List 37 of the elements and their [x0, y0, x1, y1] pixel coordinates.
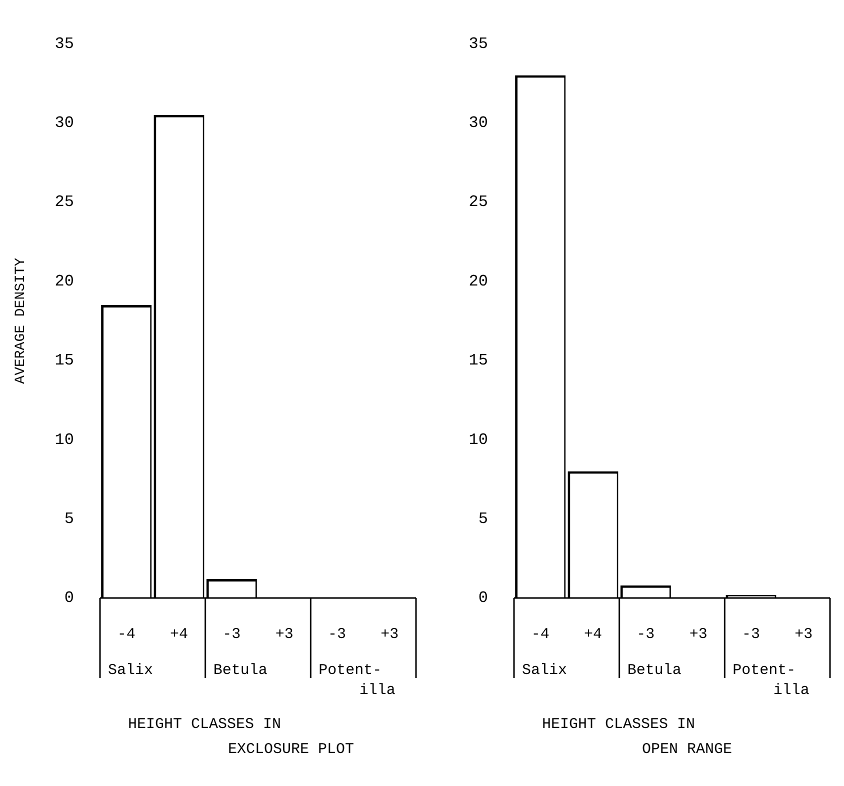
x-tick-label: -3	[222, 626, 241, 643]
x-axis-title: HEIGHT CLASSES IN OPEN RANGE	[542, 716, 734, 758]
x-tick-label: -4	[117, 626, 136, 643]
y-tick-label: 15	[54, 352, 74, 370]
y-tick-label: 35	[54, 34, 74, 53]
x-tick-label: +3	[794, 626, 813, 643]
x-tick-label: +3	[689, 626, 708, 643]
text: Potent- illa	[732, 662, 810, 699]
x-tick-label: -4	[531, 626, 550, 643]
y-tick-label: 20	[468, 272, 488, 290]
x-tick-label: -3	[742, 626, 760, 643]
y-tick-label: 30	[54, 114, 74, 132]
text: Salix	[522, 662, 568, 679]
text: Salix	[108, 662, 154, 679]
x-tick-label: +4	[170, 626, 188, 643]
y-tick-label: 35	[468, 34, 488, 53]
y-tick-label: 10	[54, 430, 74, 449]
y-tick-label: 15	[468, 352, 488, 370]
x-tick-label: -3	[328, 626, 346, 643]
text: Betula	[627, 662, 682, 679]
y-tick-label: 25	[54, 193, 74, 212]
text: Betula	[213, 662, 268, 679]
x-tick-label: +3	[380, 626, 399, 643]
x-axis-title: HEIGHT CLASSES IN EXCLOSURE PLOT	[128, 716, 356, 758]
y-tick-label: 0	[478, 589, 488, 608]
y-tick-label: 5	[64, 510, 74, 528]
y-tick-label: 20	[54, 272, 74, 290]
y-tick-label: 5	[478, 510, 488, 528]
x-tick-label: +4	[584, 626, 602, 643]
y-tick-label: 0	[64, 589, 74, 608]
y-tick-label: 10	[468, 430, 488, 449]
text: Potent- illa	[318, 662, 396, 699]
x-tick-label: -3	[636, 626, 655, 643]
y-tick-label: 25	[468, 193, 488, 212]
y-tick-label: 30	[468, 114, 488, 132]
y-axis-title: AVERAGE DENSITY	[13, 257, 30, 384]
x-tick-label: +3	[275, 626, 294, 643]
